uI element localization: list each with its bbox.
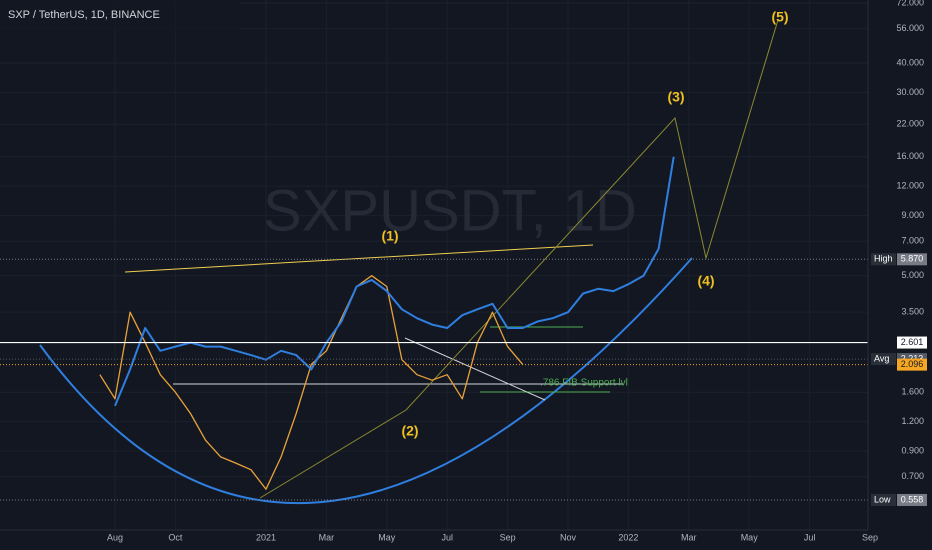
x-tick-label: Mar bbox=[681, 532, 697, 542]
x-tick-label: May bbox=[741, 532, 759, 542]
x-tick-label: Aug bbox=[107, 532, 123, 542]
fib-label: .786 FIB Support lvl bbox=[540, 378, 628, 389]
y-tick-label: 7.000 bbox=[901, 236, 924, 246]
x-tick-label: 2022 bbox=[618, 532, 638, 542]
y-tick-label: 30.000 bbox=[896, 87, 924, 97]
price-badge-label: 2.601 bbox=[901, 337, 924, 347]
title-bg bbox=[0, 0, 240, 30]
x-tick-label: Oct bbox=[168, 532, 183, 542]
price-badge-name: Avg bbox=[874, 353, 889, 363]
y-tick-label: 1.200 bbox=[901, 416, 924, 426]
price-badge bbox=[897, 253, 927, 266]
x-tick-label: Sep bbox=[862, 532, 878, 542]
x-tick-label: Jul bbox=[804, 532, 816, 542]
price-badge-label: 2.213 bbox=[901, 353, 924, 363]
price-badge bbox=[897, 336, 927, 349]
x-tick-label: May bbox=[378, 532, 396, 542]
trendline bbox=[124, 244, 594, 273]
wave-path bbox=[259, 19, 779, 499]
y-tick-label: 0.700 bbox=[901, 471, 924, 481]
y-tick-label: 12.000 bbox=[896, 181, 924, 191]
x-tick-label: Nov bbox=[560, 532, 577, 542]
chart-title: SXP / TetherUS, 1D, BINANCE bbox=[8, 9, 160, 21]
price-line bbox=[99, 275, 524, 490]
price-badge-label: 2.096 bbox=[901, 359, 924, 369]
axis-labels: 72.000 56.000 40.000 30.000 22.000 16.000 12.0… bbox=[107, 0, 927, 542]
x-tick-label: Mar bbox=[319, 532, 335, 542]
y-tick-label: 16.000 bbox=[896, 151, 924, 161]
price-line bbox=[114, 156, 675, 407]
price-axis bbox=[868, 0, 932, 550]
price-badge-label: 5.870 bbox=[901, 254, 924, 264]
y-tick-label: 9.000 bbox=[901, 210, 924, 220]
y-tick-label: 1.600 bbox=[901, 387, 924, 397]
price-badge bbox=[897, 358, 927, 371]
y-tick-label: 22.000 bbox=[896, 119, 924, 129]
price-badge-name-bg bbox=[871, 253, 896, 266]
wave-label: (2) bbox=[401, 423, 418, 439]
cup-curve bbox=[39, 257, 693, 505]
y-tick-label: 5.000 bbox=[901, 270, 924, 280]
down-trendline bbox=[404, 337, 546, 401]
wave-label: (4) bbox=[697, 273, 714, 289]
y-tick-label: 40.000 bbox=[896, 57, 924, 67]
price-badge bbox=[897, 493, 927, 506]
x-tick-label: Sep bbox=[500, 532, 516, 542]
wave-label: (5) bbox=[771, 9, 788, 25]
y-tick-label: 0.900 bbox=[901, 445, 924, 455]
price-badge-name-bg bbox=[871, 353, 896, 366]
watermark: SXPUSDT, 1D bbox=[263, 178, 637, 243]
y-tick-label: 72.000 bbox=[896, 0, 924, 7]
price-badge-label: 0.558 bbox=[901, 494, 924, 504]
grid bbox=[0, 0, 870, 530]
price-badge-name: Low bbox=[874, 494, 891, 504]
y-tick-label: 56.000 bbox=[896, 23, 924, 33]
x-tick-label: 2021 bbox=[256, 532, 276, 542]
wave-label: (1) bbox=[381, 228, 398, 244]
y-tick-label: 3.500 bbox=[901, 307, 924, 317]
price-badge-name-bg bbox=[871, 493, 896, 506]
x-tick-label: Jul bbox=[441, 532, 453, 542]
plot bbox=[0, 156, 868, 501]
wave-label: (3) bbox=[667, 89, 684, 105]
price-badge-name: High bbox=[874, 254, 893, 264]
